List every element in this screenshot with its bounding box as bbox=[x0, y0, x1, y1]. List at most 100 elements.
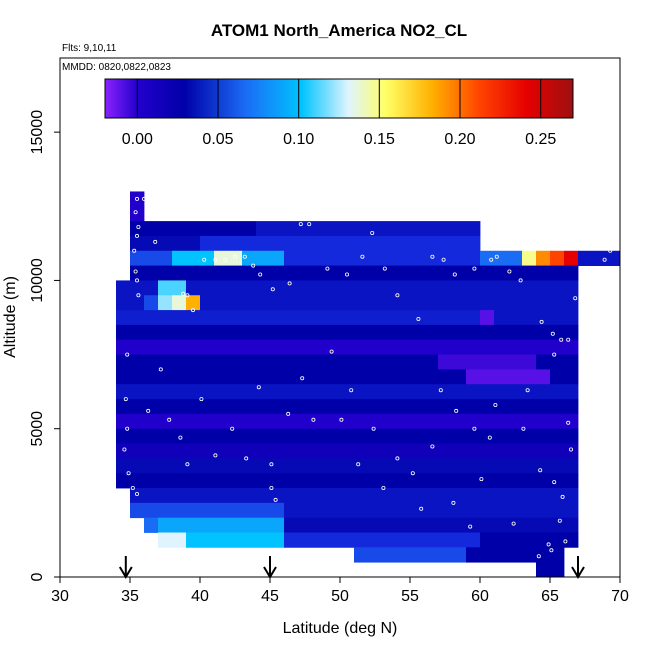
flights-label: Flts: 9,10,11 bbox=[62, 43, 117, 54]
sample-point bbox=[559, 337, 564, 342]
sample-point bbox=[538, 468, 543, 473]
sample-point bbox=[270, 287, 275, 292]
heatmap-cell bbox=[172, 295, 187, 311]
heatmap-cell bbox=[130, 250, 173, 266]
sample-point bbox=[158, 367, 163, 372]
heatmap-cell bbox=[284, 532, 481, 548]
sample-point bbox=[507, 269, 512, 274]
heatmap-cell bbox=[480, 250, 523, 266]
sample-point bbox=[146, 408, 151, 413]
colorbar-labels: 0.00 0.05 0.10 0.15 0.20 0.25 bbox=[122, 131, 557, 148]
heatmap-cells bbox=[116, 191, 621, 578]
sample-point bbox=[181, 291, 186, 296]
sample-point bbox=[256, 385, 261, 390]
heatmap-cell bbox=[480, 310, 495, 326]
heatmap-cell bbox=[130, 235, 201, 252]
heatmap-cell bbox=[116, 399, 579, 415]
x-tick-label: 30 bbox=[51, 588, 69, 605]
heatmap-cell bbox=[130, 488, 579, 504]
colorbar-tick-label: 0.15 bbox=[364, 131, 395, 148]
heatmap-cell bbox=[116, 428, 579, 444]
heatmap-cell bbox=[186, 532, 285, 548]
heatmap-cell bbox=[116, 295, 145, 311]
sample-point bbox=[468, 524, 473, 529]
heatmap-cell bbox=[130, 191, 145, 207]
heatmap-cell bbox=[116, 354, 439, 370]
sample-point bbox=[451, 500, 456, 505]
sample-point bbox=[141, 196, 146, 201]
colorbar-gradient bbox=[104, 78, 574, 119]
sample-point bbox=[269, 485, 274, 490]
y-axis: 0 5000 10000 15000 bbox=[29, 110, 60, 581]
sample-point bbox=[563, 539, 568, 544]
colorbar-tick-label: 0.20 bbox=[444, 131, 475, 148]
sample-point bbox=[382, 266, 387, 271]
heatmap-cell bbox=[116, 473, 579, 489]
sample-point bbox=[549, 548, 554, 553]
sample-point bbox=[489, 257, 494, 262]
sample-point bbox=[251, 263, 256, 268]
sample-point bbox=[360, 254, 365, 259]
sample-point bbox=[258, 272, 263, 277]
sample-point bbox=[136, 293, 141, 298]
sample-point bbox=[325, 266, 330, 271]
heatmap-cell bbox=[130, 206, 145, 222]
sample-point bbox=[134, 491, 139, 496]
sample-point bbox=[511, 521, 516, 526]
sample-point bbox=[493, 402, 498, 407]
sample-point bbox=[311, 417, 316, 422]
sample-point bbox=[213, 453, 218, 458]
x-tick-label: 35 bbox=[121, 588, 139, 605]
heatmap-cell bbox=[438, 354, 537, 370]
sample-point bbox=[419, 506, 424, 511]
y-axis-label: Altitude (m) bbox=[2, 276, 19, 358]
colorbar-tick-label: 0.25 bbox=[525, 131, 556, 148]
heatmap-cell bbox=[284, 517, 579, 533]
sample-point bbox=[132, 248, 137, 253]
heatmap-cell bbox=[550, 369, 579, 385]
dates-label: MMDD: 0820,0822,0823 bbox=[62, 62, 171, 73]
sample-point bbox=[566, 337, 571, 342]
y-tick-label: 15000 bbox=[29, 110, 46, 155]
sample-point bbox=[125, 352, 130, 357]
flight-arrow bbox=[118, 556, 133, 579]
y-tick-label: 5000 bbox=[29, 411, 46, 447]
x-tick-label: 50 bbox=[331, 588, 349, 605]
sample-point bbox=[123, 397, 128, 402]
sample-point bbox=[242, 254, 247, 259]
sample-point bbox=[479, 477, 484, 482]
sample-point bbox=[552, 352, 557, 357]
sample-point bbox=[329, 349, 334, 354]
sample-point bbox=[430, 254, 435, 259]
heatmap-cell bbox=[536, 354, 579, 370]
sample-point bbox=[148, 198, 153, 203]
sample-point bbox=[178, 435, 183, 440]
heatmap-cell bbox=[466, 369, 551, 385]
sample-point bbox=[438, 388, 443, 393]
sample-point bbox=[573, 296, 578, 301]
sample-point bbox=[286, 411, 291, 416]
sample-point bbox=[539, 319, 544, 324]
sample-point bbox=[126, 471, 131, 476]
sample-point bbox=[557, 518, 562, 523]
heatmap-cell bbox=[354, 547, 467, 563]
sample-point bbox=[381, 485, 386, 490]
heatmap-cell bbox=[522, 250, 537, 266]
heatmap-cell bbox=[172, 250, 215, 266]
sample-point bbox=[185, 462, 190, 467]
heatmap-cell bbox=[480, 532, 579, 548]
heatmap-cell bbox=[256, 221, 481, 237]
sample-point bbox=[157, 214, 162, 219]
sample-point bbox=[395, 293, 400, 298]
sample-point bbox=[199, 397, 204, 402]
sample-point bbox=[569, 447, 574, 452]
heatmap-cell bbox=[116, 413, 579, 430]
sample-point bbox=[452, 272, 457, 277]
sample-point bbox=[167, 417, 172, 422]
sample-point bbox=[608, 248, 613, 253]
sample-point bbox=[244, 456, 249, 461]
flight-arrows bbox=[118, 556, 585, 579]
sample-point bbox=[307, 222, 312, 227]
heatmap-cell bbox=[186, 295, 201, 311]
